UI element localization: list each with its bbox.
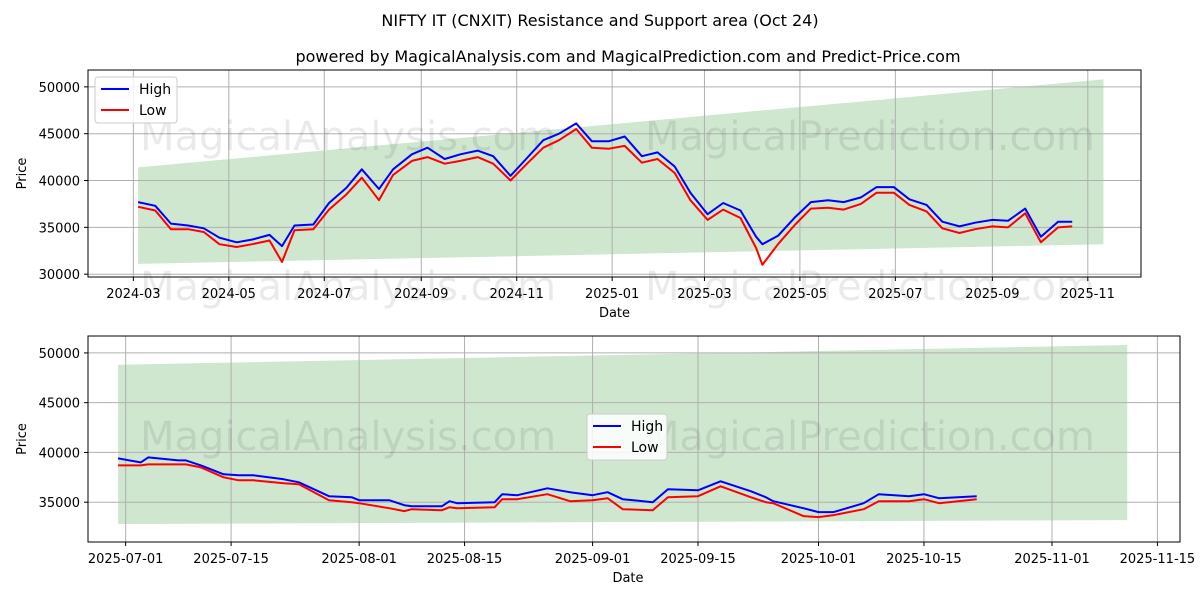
x-tick-label: 2025-08-15 [427,552,503,567]
watermark-text: MagicalPrediction.com [645,414,1095,460]
legend-label-low: Low [139,103,167,119]
x-tick-label: 2025-07 [868,287,922,302]
x-tick-label: 2025-01 [585,287,639,302]
watermark-text: MagicalAnalysis.com [140,414,556,460]
x-tick-label: 2024-03 [106,287,160,302]
x-tick-label: 2024-07 [297,287,351,302]
x-tick-label: 2025-03 [677,287,731,302]
x-tick-label: 2024-05 [202,287,256,302]
chart-subtitle: powered by MagicalAnalysis.com and Magic… [295,47,960,66]
y-axis-label: Price [15,158,30,190]
y-tick-label: 45000 [39,128,80,143]
series-line-high [137,122,1073,248]
legend-label-high: High [139,82,171,98]
x-tick-label: 2025-11-15 [1120,552,1196,567]
x-axis-label: Date [599,306,630,321]
legend-label-high: High [631,419,663,435]
x-tick-label: 2025-09-15 [660,552,736,567]
watermark-text: MagicalPrediction.com [645,264,1095,310]
x-tick-label: 2024-11 [490,287,544,302]
x-tick-label: 2025-11 [1061,287,1115,302]
plot-frame [87,335,1181,543]
x-tick-label: 2025-10-15 [886,552,962,567]
series-line-low [137,128,1073,266]
x-tick-label: 2025-08-01 [321,552,397,567]
y-tick-label: 45000 [39,397,80,412]
x-tick-label: 2025-10-01 [781,552,857,567]
y-tick-label: 35000 [39,221,80,236]
legend-label-low: Low [631,440,659,456]
watermark-text: MagicalPrediction.com [645,114,1095,160]
support-resistance-band [138,79,1104,264]
y-tick-label: 30000 [39,268,80,283]
x-tick-label: 2025-09 [965,287,1019,302]
y-tick-label: 35000 [39,496,80,511]
watermark-text: MagicalAnalysis.com [140,264,556,310]
watermark-text: MagicalAnalysis.com [140,114,556,160]
series-line-high [117,456,977,514]
plot-frame [87,69,1142,278]
x-tick-label: 2025-11-01 [1014,552,1090,567]
top-panel: 2024-03 2024-05 2024-07 2024-09 2024-11 2025-… [15,69,1142,321]
y-axis-label: Price [15,423,30,455]
chart-title: NIFTY IT (CNXIT) Resistance and Support … [381,11,818,30]
x-axis-label: Date [612,571,643,586]
y-tick-label: 40000 [39,175,80,190]
bottom-panel: 2025-07-01 2025-07-15 2025-08-01 2025-08-15… [15,335,1196,586]
x-tick-label: 2024-09 [394,287,448,302]
y-tick-label: 50000 [39,347,80,362]
x-tick-label: 2025-09-01 [555,552,631,567]
y-tick-label: 40000 [39,446,80,461]
x-tick-label: 2025-05 [773,287,827,302]
x-tick-label: 2025-07-01 [88,552,164,567]
y-tick-label: 50000 [39,81,80,96]
x-tick-label: 2025-07-15 [193,552,269,567]
series-line-low [118,463,977,519]
